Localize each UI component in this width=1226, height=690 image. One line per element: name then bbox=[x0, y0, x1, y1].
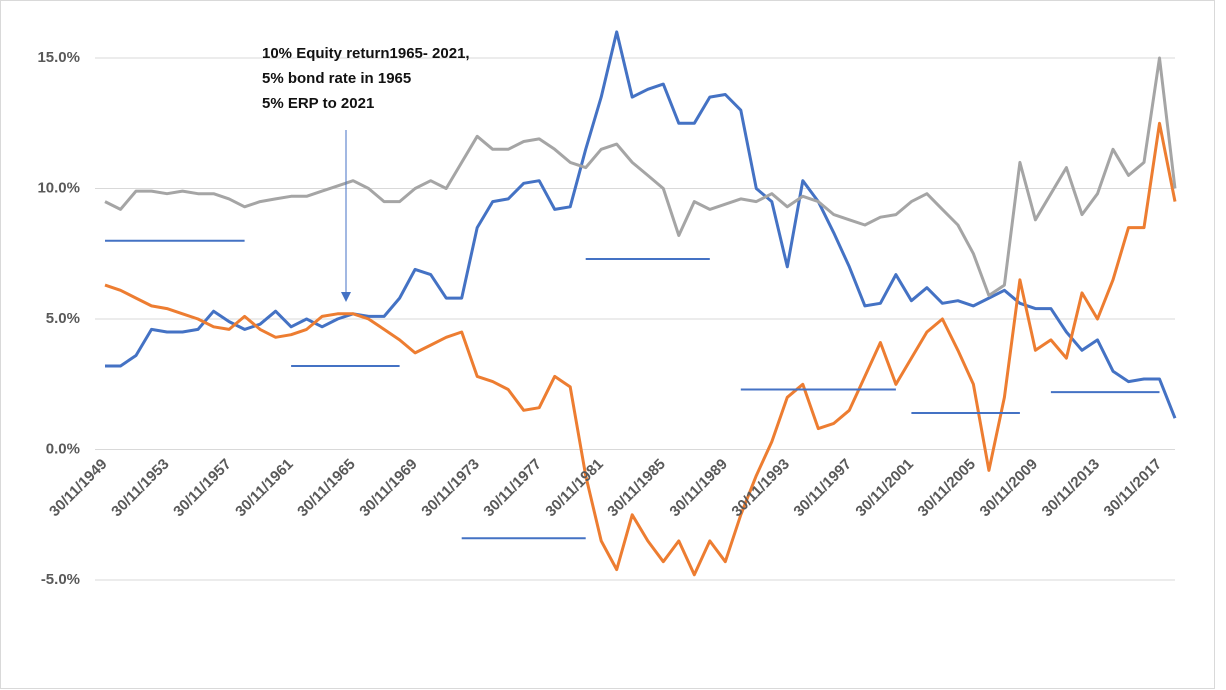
series-line bbox=[105, 30, 1177, 419]
plot bbox=[104, 30, 1177, 577]
grid bbox=[95, 57, 1175, 581]
annotation-line: 5% bond rate in 1965 bbox=[262, 70, 411, 87]
arrow-head bbox=[341, 292, 351, 302]
series-line bbox=[105, 239, 1160, 540]
y-tick-label: 10.0% bbox=[37, 179, 80, 196]
annotation-line: 5% ERP to 2021 bbox=[262, 95, 374, 112]
y-tick-label: 5.0% bbox=[46, 310, 80, 327]
y-tick-label: 15.0% bbox=[37, 49, 80, 66]
annotation-line: 10% Equity return1965- 2021, bbox=[262, 45, 470, 62]
y-tick-label: -5.0% bbox=[41, 571, 80, 588]
series-line bbox=[104, 121, 1177, 577]
series-line bbox=[104, 56, 1177, 297]
y-tick-label: 0.0% bbox=[46, 440, 80, 457]
series-line bbox=[291, 258, 1020, 414]
